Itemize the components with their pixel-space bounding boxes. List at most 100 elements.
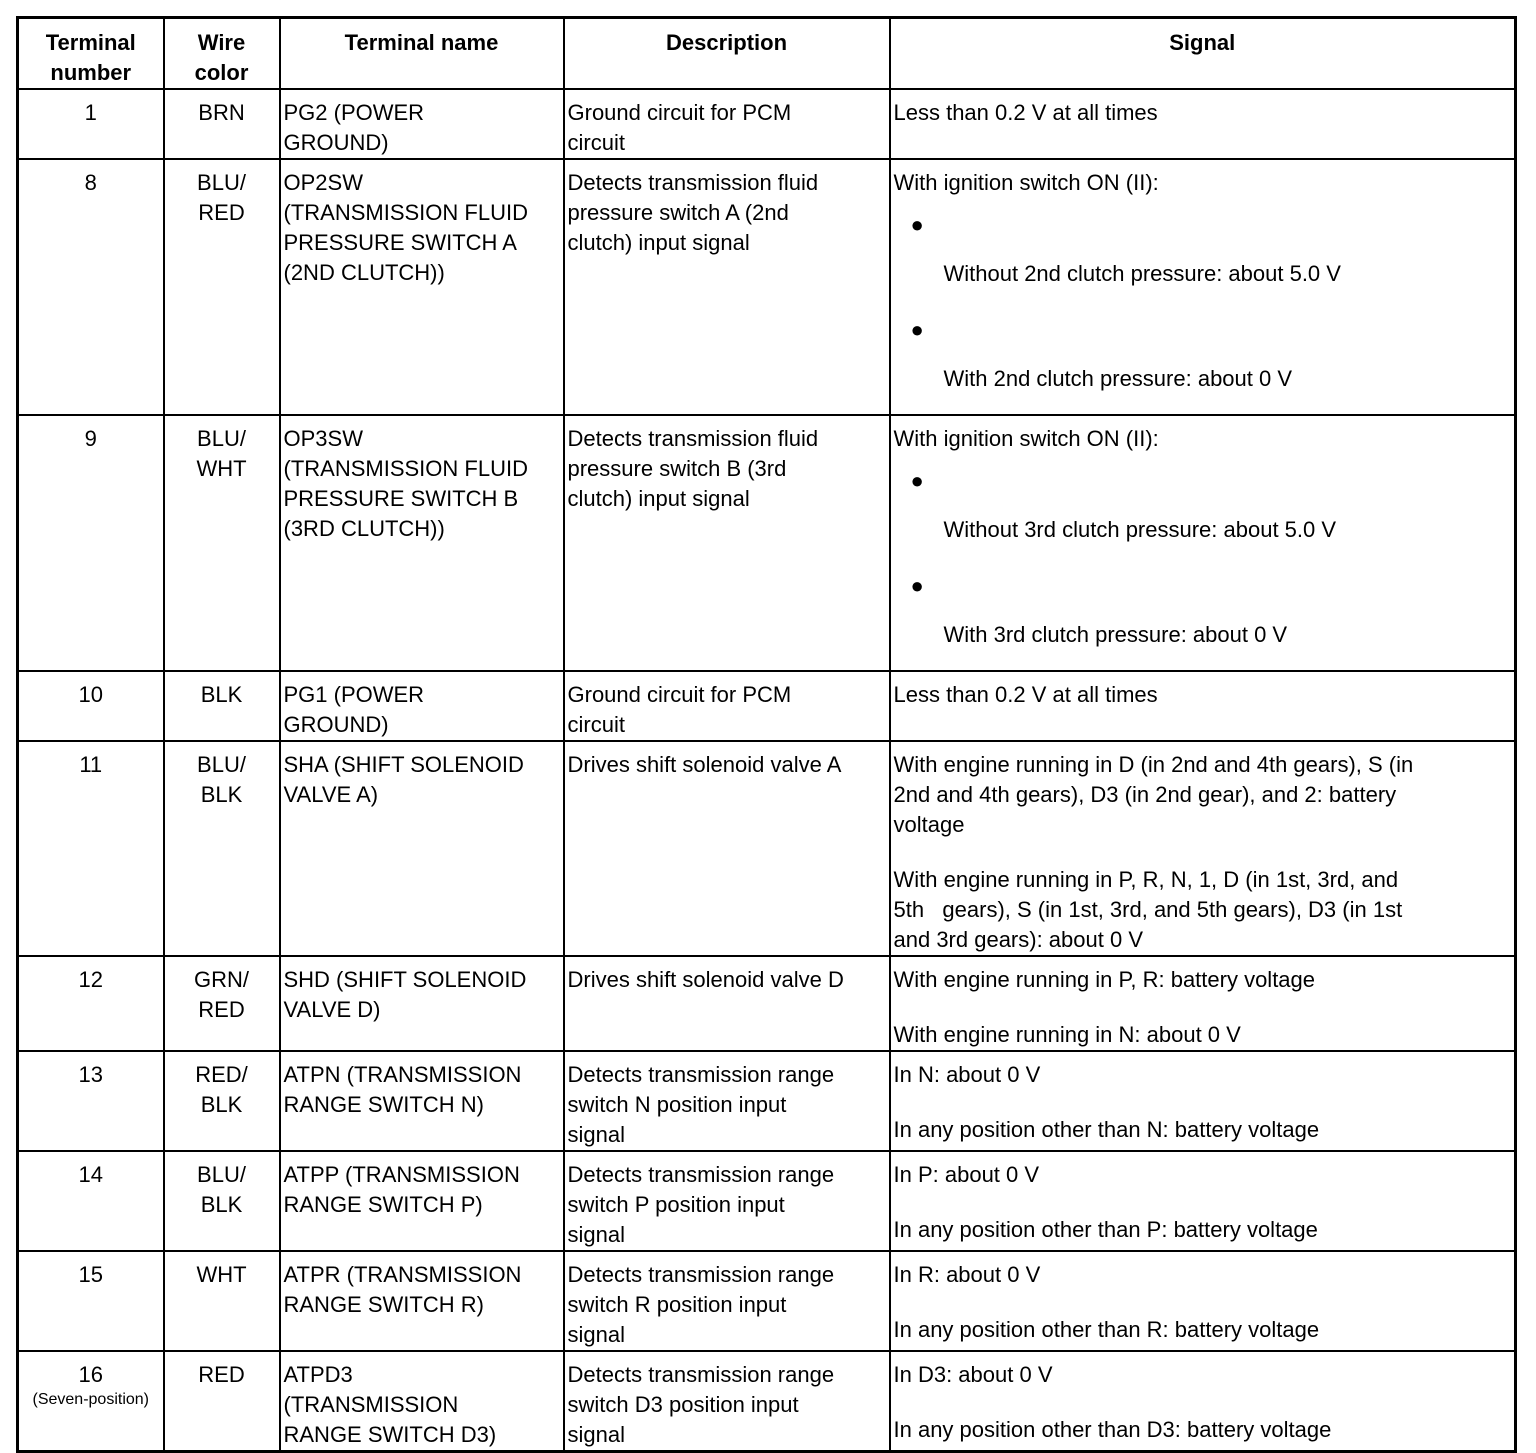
signal-paragraph: In any position other than D3: battery v… — [893, 1417, 1332, 1442]
bullet-icon: ● — [910, 212, 924, 237]
terminal-number: 8 — [84, 170, 97, 195]
wire-color-cell: GRN/ RED — [162, 955, 281, 1052]
description-cell: Drives shift solenoid valve D — [562, 955, 891, 1052]
signal-paragraph: In any position other than P: battery vo… — [893, 1217, 1318, 1242]
signal-paragraph: With engine running in N: about 0 V — [893, 1022, 1241, 1047]
terminal-number-cell: 16 (Seven-position) — [16, 1350, 165, 1453]
signal-cell: Less than 0.2 V at all times — [888, 88, 1517, 160]
terminal-name-cell: SHD (SHIFT SOLENOID VALVE D) — [278, 955, 565, 1052]
signal-bullet-text: With 2nd clutch pressure: about 0 V — [943, 366, 1293, 391]
terminal-number-cell: 14 — [16, 1150, 165, 1252]
terminal-number-cell: 11 — [16, 740, 165, 957]
signal-paragraph: With engine running in P, R: battery vol… — [893, 967, 1316, 992]
signal-cell: In N: about 0 V In any position other tha… — [888, 1050, 1517, 1152]
signal-paragraph: In R: about 0 V — [893, 1262, 1041, 1287]
signal-cell: In D3: about 0 V In any position other th… — [888, 1350, 1517, 1453]
header-signal: Signal — [888, 16, 1517, 90]
description-cell: Detects transmission fluid pressure swit… — [562, 414, 891, 672]
terminal-number-cell: 12 — [16, 955, 165, 1052]
signal-paragraph: In N: about 0 V — [893, 1062, 1041, 1087]
table-row: 12 GRN/ RED SHD (SHIFT SOLENOID VALVE D) Dr… — [16, 955, 1517, 1052]
wire-color-cell: BRN — [162, 88, 281, 160]
bullet-icon: ● — [910, 468, 924, 493]
signal-cell: With ignition switch ON (II): ● Without 3r… — [888, 414, 1517, 672]
signal-intro: With ignition switch ON (II): — [893, 170, 1159, 195]
signal-cell: Less than 0.2 V at all times — [888, 670, 1517, 742]
signal-bullet-text: Without 2nd clutch pressure: about 5.0 V — [943, 261, 1341, 286]
table-row: 16 (Seven-position) RED ATPD3 (TRANSMISSION… — [16, 1350, 1517, 1453]
description-cell: Ground circuit for PCM circuit — [562, 670, 891, 742]
signal-cell: With engine running in P, R: battery vol… — [888, 955, 1517, 1052]
table-row: 9 BLU/ WHT OP3SW (TRANSMISSION FLUID PRESS… — [16, 414, 1517, 672]
signal-paragraph: In P: about 0 V — [893, 1162, 1040, 1187]
description-cell: Drives shift solenoid valve A — [562, 740, 891, 957]
description-cell: Detects transmission range switch R posi… — [562, 1250, 891, 1352]
description-cell: Ground circuit for PCM circuit — [562, 88, 891, 160]
terminal-name-cell: SHA (SHIFT SOLENOID VALVE A) — [278, 740, 565, 957]
terminal-number-cell: 13 — [16, 1050, 165, 1152]
terminal-number: 12 — [78, 967, 103, 992]
terminal-number: 1 — [84, 100, 97, 125]
wire-color-cell: RED — [162, 1350, 281, 1453]
terminal-number: 11 — [79, 752, 103, 777]
terminal-number: 15 — [78, 1262, 103, 1287]
signal-paragraph: In D3: about 0 V — [893, 1362, 1053, 1387]
signal-paragraph: With engine running in D (in 2nd and 4th… — [893, 752, 1414, 837]
terminal-number: 14 — [78, 1162, 103, 1187]
wire-color-cell: BLU/ BLK — [162, 1150, 281, 1252]
table-row: 14 BLU/ BLK ATPP (TRANSMISSION RANGE SWITC… — [16, 1150, 1517, 1252]
terminal-number: 13 — [78, 1062, 103, 1087]
table-row: 15 WHT ATPR (TRANSMISSION RANGE SWITCH R) D… — [16, 1250, 1517, 1352]
terminal-name-cell: OP2SW (TRANSMISSION FLUID PRESSURE SWITC… — [278, 158, 565, 416]
signal-cell: In R: about 0 V In any position other tha… — [888, 1250, 1517, 1352]
terminal-number: 10 — [78, 682, 103, 707]
description-cell: Detects transmission fluid pressure swit… — [562, 158, 891, 416]
wire-color-cell: WHT — [162, 1250, 281, 1352]
terminal-number: 9 — [84, 426, 97, 451]
terminal-name-cell: PG2 (POWER GROUND) — [278, 88, 565, 160]
wire-color-cell: RED/ BLK — [162, 1050, 281, 1152]
header-terminal-name: Terminal name — [278, 16, 565, 90]
table-row: 10 BLK PG1 (POWER GROUND) Ground circuit fo… — [16, 670, 1517, 742]
terminal-name-cell: ATPN (TRANSMISSION RANGE SWITCH N) — [278, 1050, 565, 1152]
table-row: 8 BLU/ RED OP2SW (TRANSMISSION FLUID PRESS… — [16, 158, 1517, 416]
table-row: 11 BLU/ BLK SHA (SHIFT SOLENOID VALVE A) Dr… — [16, 740, 1517, 957]
terminal-name-cell: ATPP (TRANSMISSION RANGE SWITCH P) — [278, 1150, 565, 1252]
wire-color-cell: BLU/ WHT — [162, 414, 281, 672]
terminal-number-cell: 8 — [16, 158, 165, 416]
terminal-number-cell: 9 — [16, 414, 165, 672]
table-row: 1 BRN PG2 (POWER GROUND) Ground circuit for… — [16, 88, 1517, 160]
signal-cell: With ignition switch ON (II): ● Without 2n… — [888, 158, 1517, 416]
terminal-name-cell: ATPR (TRANSMISSION RANGE SWITCH R) — [278, 1250, 565, 1352]
terminal-name-cell: ATPD3 (TRANSMISSION RANGE SWITCH D3) — [278, 1350, 565, 1453]
table-row: 13 RED/ BLK ATPN (TRANSMISSION RANGE SWITC… — [16, 1050, 1517, 1152]
bullet-icon: ● — [910, 317, 924, 342]
terminal-number-cell: 15 — [16, 1250, 165, 1352]
signal-cell: In P: about 0 V In any position other tha… — [888, 1150, 1517, 1252]
wire-color-cell: BLU/ RED — [162, 158, 281, 416]
terminal-name-cell: PG1 (POWER GROUND) — [278, 670, 565, 742]
signal-bullet-text: With 3rd clutch pressure: about 0 V — [943, 622, 1288, 647]
signal-cell: With engine running in D (in 2nd and 4th… — [888, 740, 1517, 957]
wire-color-cell: BLU/ BLK — [162, 740, 281, 957]
signal-bullet-text: Without 3rd clutch pressure: about 5.0 V — [943, 517, 1337, 542]
header-row: Terminal number Wire color Terminal name… — [16, 16, 1517, 90]
terminal-name-cell: OP3SW (TRANSMISSION FLUID PRESSURE SWITC… — [278, 414, 565, 672]
description-cell: Detects transmission range switch D3 pos… — [562, 1350, 891, 1453]
terminal-table: Terminal number Wire color Terminal name… — [16, 16, 1517, 1453]
terminal-number: 16 — [78, 1362, 103, 1387]
header-description: Description — [562, 16, 891, 90]
wire-color-cell: BLK — [162, 670, 281, 742]
signal-paragraph: With engine running in P, R, N, 1, D (in… — [893, 867, 1403, 952]
header-wire-color: Wire color — [162, 16, 281, 90]
signal-paragraph: Less than 0.2 V at all times — [893, 682, 1158, 707]
signal-paragraph: In any position other than R: battery vo… — [893, 1317, 1320, 1342]
terminal-note: (Seven-position) — [32, 1391, 150, 1408]
terminal-number-cell: 10 — [16, 670, 165, 742]
signal-paragraph: In any position other than N: battery vo… — [893, 1117, 1320, 1142]
description-cell: Detects transmission range switch N posi… — [562, 1050, 891, 1152]
terminal-number-cell: 1 — [16, 88, 165, 160]
header-terminal-number: Terminal number — [16, 16, 165, 90]
signal-paragraph: Less than 0.2 V at all times — [893, 100, 1158, 125]
description-cell: Detects transmission range switch P posi… — [562, 1150, 891, 1252]
